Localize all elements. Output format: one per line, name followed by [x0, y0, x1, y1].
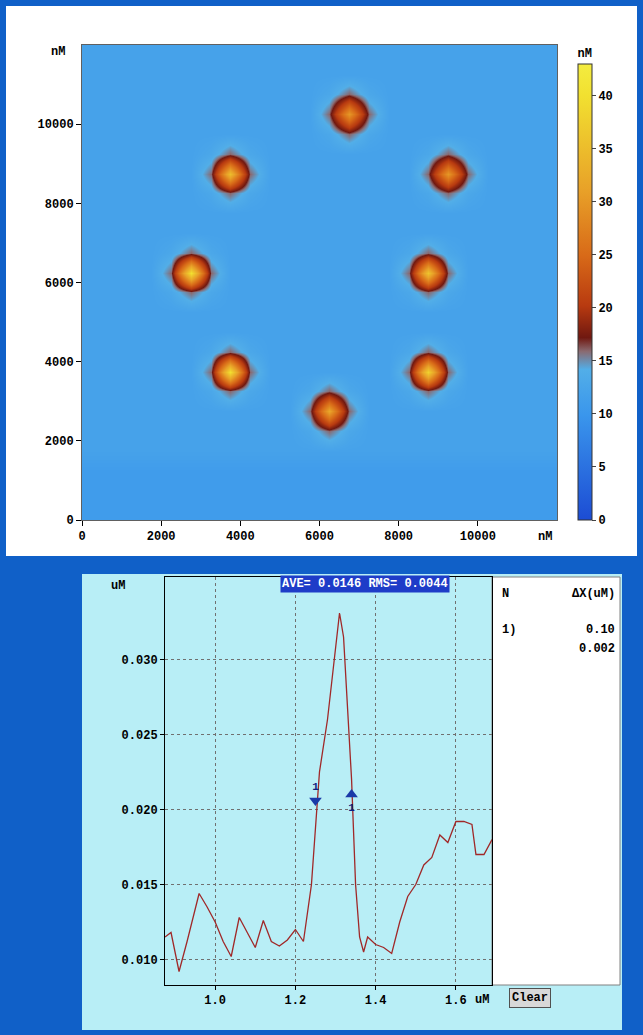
svg-text:6000: 6000 — [45, 277, 74, 291]
svg-text:15: 15 — [598, 355, 612, 369]
svg-text:4000: 4000 — [226, 530, 255, 544]
svg-text:8000: 8000 — [384, 530, 413, 544]
svg-text:Clear: Clear — [512, 991, 548, 1005]
svg-text:N: N — [502, 587, 509, 601]
svg-text:2000: 2000 — [147, 530, 176, 544]
svg-text:4000: 4000 — [45, 356, 74, 370]
svg-text:0.020: 0.020 — [122, 804, 158, 818]
svg-text:0.010: 0.010 — [122, 954, 158, 968]
svg-text:nM: nM — [51, 45, 65, 59]
svg-text:10000: 10000 — [460, 530, 496, 544]
svg-text:1.4: 1.4 — [365, 994, 387, 1008]
svg-text:40: 40 — [598, 90, 612, 104]
svg-text:10000: 10000 — [38, 118, 74, 132]
svg-text:30: 30 — [598, 196, 612, 210]
svg-text:1.6: 1.6 — [445, 994, 467, 1008]
svg-text:0: 0 — [78, 530, 85, 544]
svg-text:2000: 2000 — [45, 435, 74, 449]
svg-text:6000: 6000 — [305, 530, 334, 544]
svg-text:ΔX(uM): ΔX(uM) — [572, 587, 615, 601]
svg-text:1): 1) — [502, 623, 516, 637]
svg-text:uM: uM — [111, 579, 125, 593]
svg-text:0.030: 0.030 — [122, 654, 158, 668]
svg-text:20: 20 — [598, 302, 612, 316]
svg-text:uM: uM — [475, 993, 489, 1007]
svg-text:0.10: 0.10 — [586, 623, 615, 637]
svg-text:35: 35 — [598, 143, 612, 157]
svg-text:1.2: 1.2 — [285, 994, 307, 1008]
svg-text:0.025: 0.025 — [122, 729, 158, 743]
svg-text:0.002: 0.002 — [579, 642, 615, 656]
svg-text:0: 0 — [598, 514, 605, 528]
svg-text:25: 25 — [598, 249, 612, 263]
svg-text:5: 5 — [598, 461, 605, 475]
svg-text:0.015: 0.015 — [122, 879, 158, 893]
svg-text:1.0: 1.0 — [204, 994, 226, 1008]
svg-text:8000: 8000 — [45, 198, 74, 212]
svg-text:10: 10 — [598, 408, 612, 422]
svg-text:1: 1 — [348, 802, 355, 814]
svg-text:nM: nM — [578, 47, 592, 61]
svg-text:1: 1 — [312, 781, 319, 793]
svg-text:AVE= 0.0146 RMS= 0.0044: AVE= 0.0146 RMS= 0.0044 — [282, 577, 448, 591]
svg-text:0: 0 — [66, 514, 73, 528]
svg-text:nM: nM — [538, 530, 552, 544]
